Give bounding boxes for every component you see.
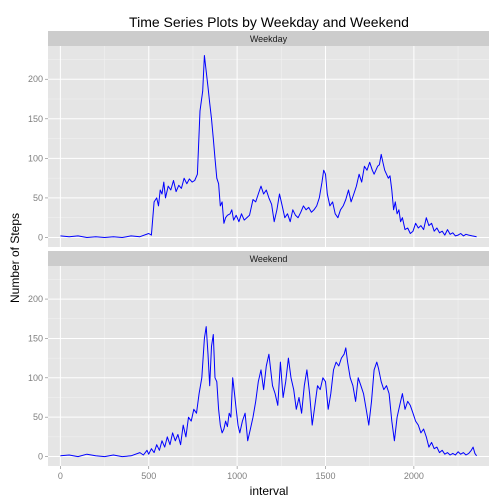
panel-weekend: Weekend 0 50 100 150 200	[28, 251, 489, 466]
strip-label-weekend: Weekend	[250, 254, 288, 264]
strip-label-weekday: Weekday	[250, 34, 288, 44]
x-tick-label: 2000	[404, 471, 424, 481]
x-tick-label: 500	[141, 471, 156, 481]
x-axis-title: interval	[250, 484, 289, 498]
y-tick-labels-weekday: 0 50 100 150 200	[28, 74, 48, 242]
y-tick-label: 0	[38, 452, 43, 462]
x-axis: 0 500 1000 1500 2000	[58, 466, 424, 481]
panel-background-weekday	[48, 46, 489, 247]
y-tick-labels-weekend: 0 50 100 150 200	[28, 294, 48, 461]
panel-weekday: Weekday 0 50 100 150 200	[28, 31, 489, 247]
y-axis-title: Number of Steps	[8, 213, 22, 303]
y-tick-label: 200	[28, 294, 43, 304]
chart-title: Time Series Plots by Weekday and Weekend	[129, 14, 409, 30]
x-tick-label: 1000	[227, 471, 247, 481]
y-tick-label: 200	[28, 74, 43, 84]
x-tick-label: 1500	[315, 471, 335, 481]
y-tick-label: 150	[28, 333, 43, 343]
y-tick-label: 100	[28, 153, 43, 163]
panel-background-weekend	[48, 266, 489, 466]
y-tick-label: 0	[38, 233, 43, 243]
y-tick-label: 100	[28, 373, 43, 383]
y-tick-label: 150	[28, 114, 43, 124]
y-tick-label: 50	[33, 412, 43, 422]
x-tick-label: 0	[58, 471, 63, 481]
y-tick-label: 50	[33, 193, 43, 203]
